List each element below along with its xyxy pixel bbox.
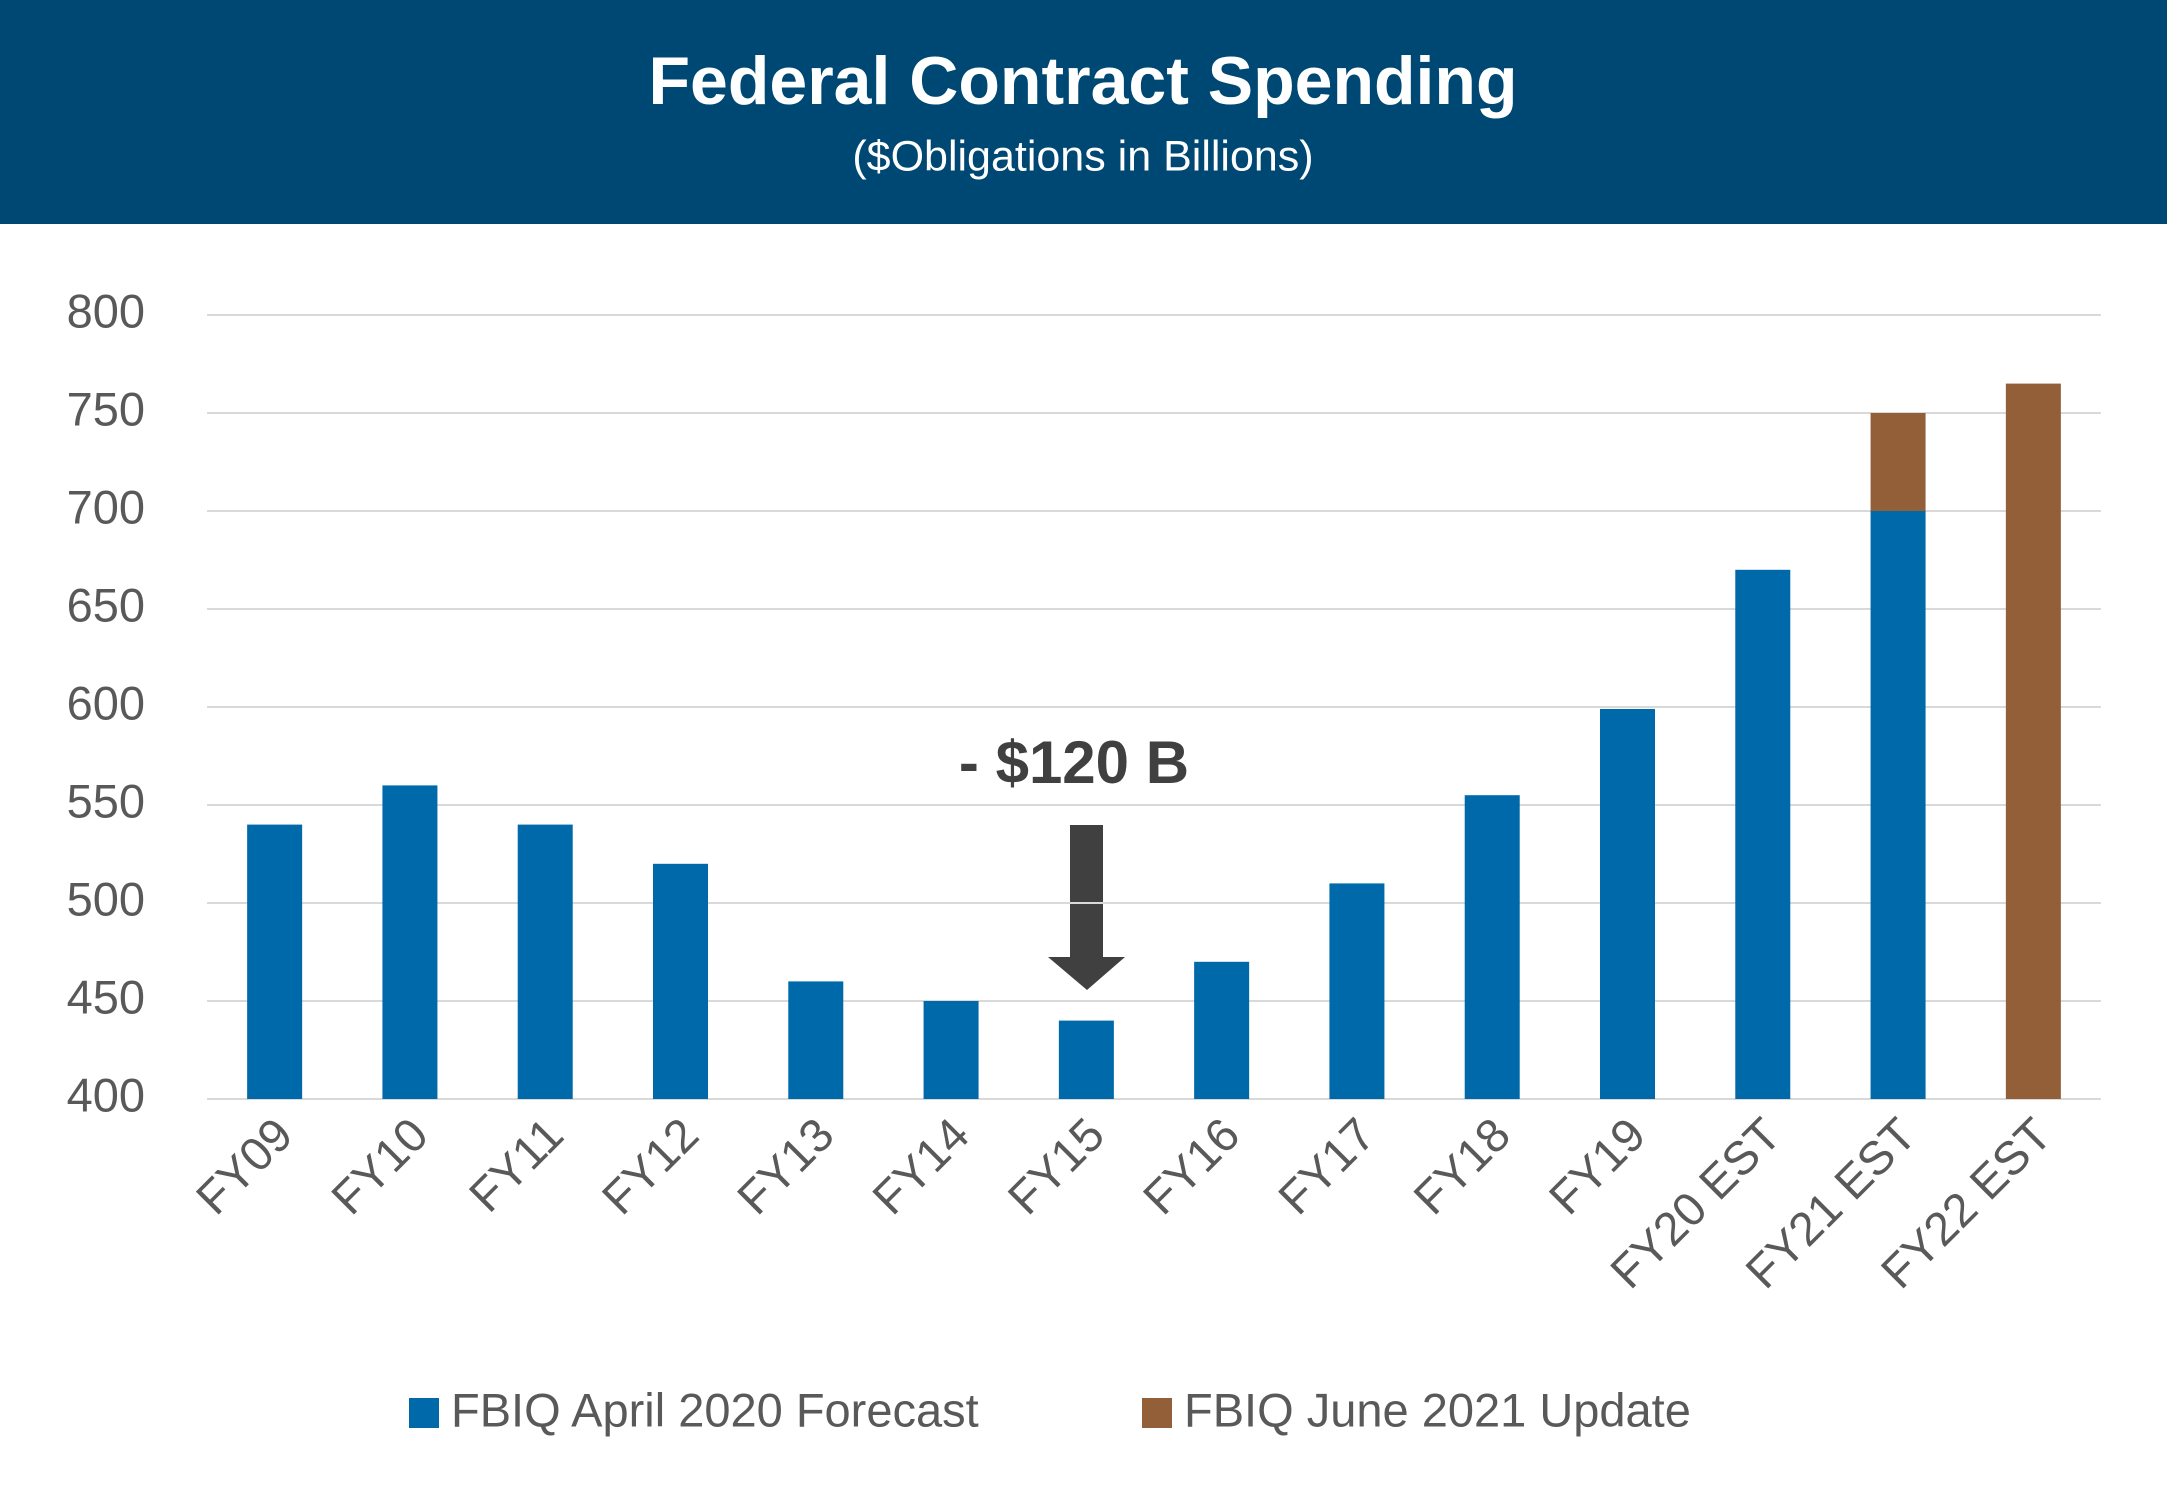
bar [1194,961,1250,1099]
bar [1870,413,1926,511]
bar [1329,883,1385,1099]
bar [788,981,844,1099]
header-band [0,0,2167,224]
y-tick-label: 800 [67,284,145,337]
bar [382,785,438,1099]
y-tick-label: 500 [67,872,145,925]
x-tick-label: FY12 [591,1107,708,1224]
bar [2005,383,2061,1100]
legend-label: FBIQ April 2020 Forecast [451,1383,979,1436]
x-tick-label: FY10 [321,1107,438,1224]
x-tick-label: FY15 [997,1107,1114,1224]
x-tick-label: FY16 [1133,1107,1250,1224]
y-tick-label: 550 [67,774,145,827]
chart-subtitle: ($Obligations in Billions) [852,132,1313,180]
annotation: - $120 B [959,729,1189,796]
y-tick-label: 600 [67,676,145,729]
legend-swatch [409,1398,439,1428]
x-tick-label: FY18 [1403,1107,1520,1224]
bar [653,863,708,1099]
bar [247,824,303,1099]
bar [923,1001,979,1099]
bar [1600,708,1655,1099]
chart-title: Federal Contract Spending [649,43,1518,119]
y-tick-label: 750 [67,382,145,435]
x-tick-label: FY13 [727,1107,844,1224]
y-tick-label: 700 [67,480,145,533]
bar [1735,569,1791,1099]
x-tick-label: FY14 [862,1107,979,1224]
x-tick-label: FY09 [186,1107,303,1224]
bar [1058,1020,1114,1099]
annotation-arrow [1048,825,1125,990]
x-tick-label: FY19 [1538,1107,1655,1224]
x-tick-label: FY17 [1268,1107,1385,1224]
bar [1464,795,1520,1099]
y-tick-label: 400 [67,1068,145,1121]
legend-label: FBIQ June 2021 Update [1184,1383,1691,1436]
bar [1870,511,1926,1099]
y-tick-label: 650 [67,578,145,631]
legend-swatch [1142,1398,1172,1428]
bar [517,824,573,1099]
y-tick-label: 450 [67,970,145,1023]
x-tick-label: FY11 [459,1107,573,1221]
